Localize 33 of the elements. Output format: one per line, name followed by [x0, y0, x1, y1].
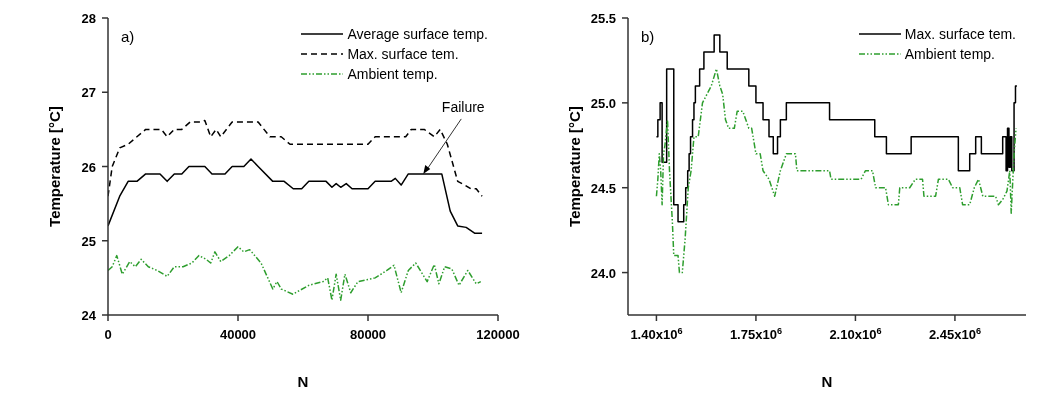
- x-tick-label: 40000: [219, 327, 257, 342]
- y-tick-label: 25.0: [590, 95, 616, 111]
- y-tick-label: 25.5: [590, 11, 616, 26]
- y-tick-label: 26: [81, 159, 96, 175]
- y-tick-label: 28: [81, 11, 96, 26]
- line-series: [108, 245, 482, 301]
- legend-label: Ambient temp.: [904, 46, 995, 62]
- line-series: [108, 158, 483, 235]
- x-tick-label: 80000: [349, 327, 387, 342]
- legend-label: Max. surface tem.: [347, 46, 459, 62]
- x-tick-label: 1.75x10$^{6}$: [729, 326, 782, 342]
- y-tick-label: 27: [81, 85, 96, 101]
- legend-label: Max. surface tem.: [904, 26, 1016, 42]
- y-axis-title: Temperature [°C]: [46, 106, 64, 227]
- y-tick-label: 25: [81, 233, 96, 249]
- line-series: [108, 119, 483, 197]
- x-tick-label: 0: [104, 327, 112, 342]
- y-tick-label: 24: [81, 308, 97, 323]
- x-tick-label: 2.45x10$^{6}$: [928, 326, 981, 342]
- x-axis-title: N: [821, 373, 833, 390]
- text: a): [121, 28, 135, 45]
- line-series: [655, 68, 1017, 274]
- x-axis-title: N: [297, 373, 309, 390]
- legend-label: Ambient temp.: [347, 66, 438, 82]
- y-tick-label: 24.0: [590, 265, 616, 281]
- y-axis-title: Temperature [°C]: [566, 106, 584, 227]
- x-tick-label: 1.40x10$^{6}$: [630, 326, 683, 342]
- y-tick-label: 24.5: [590, 180, 616, 196]
- text: b): [641, 28, 655, 45]
- annotation: Failure: [441, 98, 485, 115]
- legend-label: Average surface temp.: [347, 26, 488, 42]
- x-tick-label: 120000: [476, 327, 520, 342]
- x-tick-label: 2.10x10$^{6}$: [829, 326, 882, 342]
